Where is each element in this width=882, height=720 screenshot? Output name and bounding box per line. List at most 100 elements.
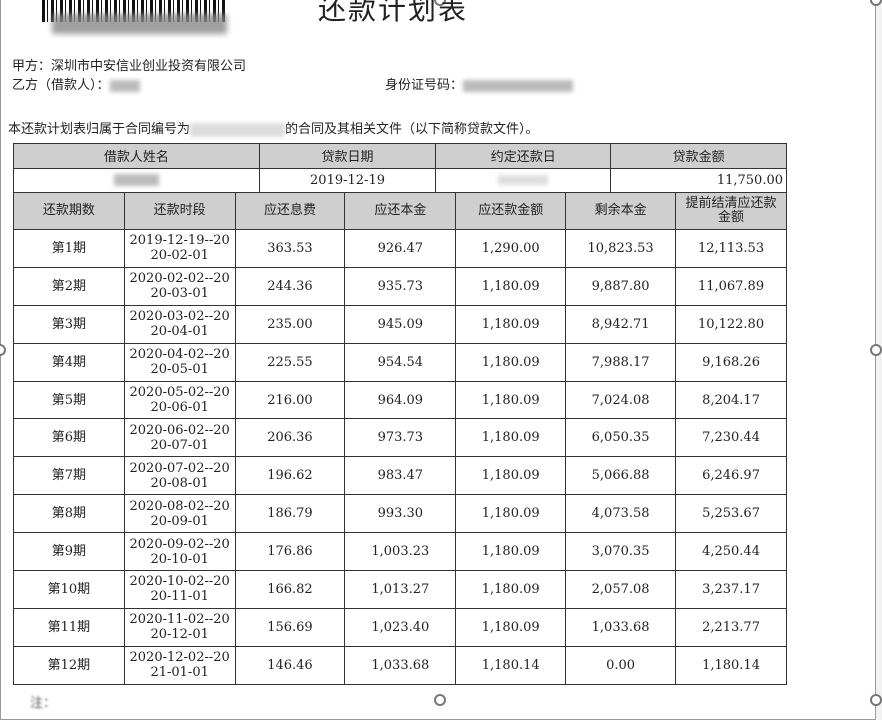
borrower-name xyxy=(13,167,260,193)
cell-interest: 235.00 xyxy=(234,304,346,344)
cell-interest: 166.82 xyxy=(234,570,346,609)
table-row: 第4期 2020-04-02--2020-05-01 225.55 954.54 1,1… xyxy=(13,342,787,382)
resize-handle-right[interactable] xyxy=(870,344,882,356)
loan-summary-table: 借款人姓名 贷款日期 约定还款日 贷款金额 2019-12-19 11,750.… xyxy=(13,143,787,193)
cell-principal: 945.09 xyxy=(344,304,457,344)
resize-handle-left[interactable] xyxy=(0,344,6,356)
cell-principal: 964.09 xyxy=(344,380,457,420)
cell-interest: 244.36 xyxy=(234,266,346,306)
header-interest: 应还息费 xyxy=(234,192,346,230)
resize-handle-top[interactable] xyxy=(434,0,446,6)
cell-period: 第10期 xyxy=(13,570,125,609)
cell-time-range: 2020-11-02--2020-12-01 xyxy=(123,607,236,647)
resize-handle-bottom-right[interactable] xyxy=(870,694,882,706)
cell-principal: 926.47 xyxy=(344,229,457,268)
cell-remaining-principal: 7,024.08 xyxy=(565,380,677,420)
cell-period: 第11期 xyxy=(13,607,125,647)
loan-date: 2019-12-19 xyxy=(258,167,437,193)
cell-early-settlement: 12,113.53 xyxy=(675,229,787,268)
cell-early-settlement: 8,204.17 xyxy=(675,380,787,420)
cell-remaining-principal: 0.00 xyxy=(565,645,677,685)
cell-period: 第1期 xyxy=(13,229,125,268)
cell-period: 第2期 xyxy=(13,266,125,306)
cell-period: 第6期 xyxy=(13,418,125,458)
party-b: 乙方（借款人）： xyxy=(12,74,140,93)
redacted-id xyxy=(463,79,574,92)
cell-early-settlement: 4,250.44 xyxy=(675,532,787,572)
cell-time-range: 2020-03-02--2020-04-01 xyxy=(123,304,236,344)
cell-early-settlement: 6,246.97 xyxy=(675,456,787,496)
cell-remaining-principal: 4,073.58 xyxy=(565,494,677,534)
header-remaining-principal: 剩余本金 xyxy=(565,192,677,230)
header-loan-date: 贷款日期 xyxy=(258,143,437,169)
party-b-label: 乙方（借款人）： xyxy=(12,78,110,93)
cell-time-range: 2020-07-02--2020-08-01 xyxy=(123,456,236,496)
cell-interest: 206.36 xyxy=(234,418,346,458)
cell-payment: 1,180.09 xyxy=(455,342,567,382)
cell-early-settlement: 3,237.17 xyxy=(675,570,787,609)
cell-payment: 1,180.09 xyxy=(455,266,567,306)
cell-early-settlement: 11,067.89 xyxy=(675,266,787,306)
cell-period: 第5期 xyxy=(13,380,125,420)
table-row: 第11期 2020-11-02--2020-12-01 156.69 1,023.40… xyxy=(13,607,787,647)
table-row: 第1期 2019-12-19--2020-02-01 363.53 926.47 1,2… xyxy=(13,229,787,268)
cell-period: 第7期 xyxy=(13,456,125,496)
cell-period: 第9期 xyxy=(13,532,125,572)
header-loan-amount: 贷款金额 xyxy=(610,143,787,169)
cell-principal: 935.73 xyxy=(344,266,457,306)
cell-interest: 196.62 xyxy=(234,456,346,496)
cell-time-range: 2020-06-02--2020-07-01 xyxy=(123,418,236,458)
table-row: 第6期 2020-06-02--2020-07-01 206.36 973.73 1,1… xyxy=(13,418,787,458)
cell-interest: 363.53 xyxy=(234,229,346,268)
cell-early-settlement: 9,168.26 xyxy=(675,342,787,382)
cell-time-range: 2020-04-02--2020-05-01 xyxy=(123,342,236,382)
cell-interest: 146.46 xyxy=(234,645,346,685)
cell-early-settlement: 1,180.14 xyxy=(675,645,787,685)
cell-principal: 1,023.40 xyxy=(344,607,457,647)
cell-early-settlement: 10,122.80 xyxy=(675,304,787,344)
cell-time-range: 2020-12-02--2021-01-01 xyxy=(123,645,236,685)
cell-early-settlement: 7,230.44 xyxy=(675,418,787,458)
party-a: 甲方：深圳市中安信业创业投资有限公司 xyxy=(12,59,247,74)
cell-interest: 186.79 xyxy=(234,494,346,534)
cell-remaining-principal: 3,070.35 xyxy=(565,532,677,572)
table-row: 第3期 2020-03-02--2020-04-01 235.00 945.09 1,1… xyxy=(13,304,787,344)
repayment-schedule-table: 还款期数 还款时段 应还息费 应还本金 应还款金额 剩余本金 提前结清应还款金额 第1期 20… xyxy=(13,192,787,685)
cell-remaining-principal: 5,066.88 xyxy=(565,456,677,496)
header-period: 还款期数 xyxy=(13,192,125,230)
resize-handle-bottom[interactable] xyxy=(434,694,446,706)
redacted-contract-no xyxy=(190,122,286,137)
cell-interest: 216.00 xyxy=(234,380,346,420)
cell-remaining-principal: 9,887.80 xyxy=(565,266,677,306)
header-principal: 应还本金 xyxy=(344,192,457,230)
resize-handle-top-right[interactable] xyxy=(870,0,882,6)
header-payment: 应还款金额 xyxy=(455,192,567,230)
cell-period: 第12期 xyxy=(13,645,125,685)
table-row: 第8期 2020-08-02--2020-09-01 186.79 993.30 1,1… xyxy=(13,494,787,534)
cell-interest: 156.69 xyxy=(234,607,346,647)
cell-principal: 983.47 xyxy=(344,456,457,496)
contract-statement: 本还款计划表归属于合同编号为 的合同及其相关文件（以下简称贷款文件）。 xyxy=(8,122,539,137)
cell-remaining-principal: 10,823.53 xyxy=(565,229,677,268)
cell-payment: 1,180.09 xyxy=(455,304,567,344)
page-title: 还款计划表 xyxy=(318,0,469,26)
cell-remaining-principal: 1,033.68 xyxy=(565,607,677,647)
id-number: 身份证号码： xyxy=(385,74,574,93)
table-row: 第5期 2020-05-02--2020-06-01 216.00 964.09 1,1… xyxy=(13,380,787,420)
cell-early-settlement: 5,253.67 xyxy=(675,494,787,534)
cell-payment: 1,180.09 xyxy=(455,380,567,420)
cell-time-range: 2020-09-02--2020-10-01 xyxy=(123,532,236,572)
id-label: 身份证号码： xyxy=(385,78,464,93)
redacted-barcode-number xyxy=(52,14,227,34)
cell-principal: 954.54 xyxy=(344,342,457,382)
cell-period: 第8期 xyxy=(13,494,125,534)
cell-payment: 1,180.09 xyxy=(455,418,567,458)
header-borrower-name: 借款人姓名 xyxy=(13,143,260,169)
cell-remaining-principal: 8,942.71 xyxy=(565,304,677,344)
cell-payment: 1,180.09 xyxy=(455,570,567,609)
cell-payment: 1,180.09 xyxy=(455,607,567,647)
cell-payment: 1,180.14 xyxy=(455,645,567,685)
cell-time-range: 2020-05-02--2020-06-01 xyxy=(123,380,236,420)
cell-early-settlement: 2,213.77 xyxy=(675,607,787,647)
cell-principal: 993.30 xyxy=(344,494,457,534)
